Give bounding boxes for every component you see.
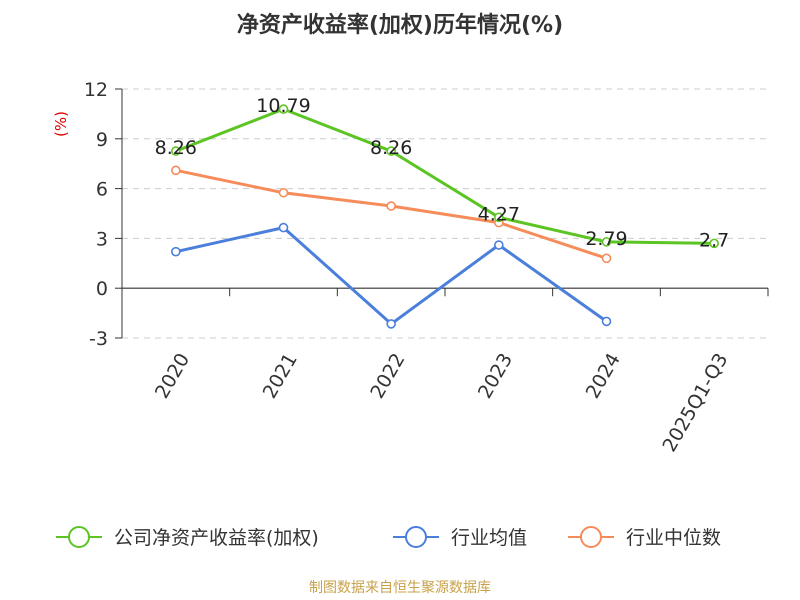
data-point-0[interactable]	[386, 146, 396, 156]
data-point-0[interactable]	[278, 104, 289, 114]
data-label: 8.26	[370, 137, 412, 159]
data-source-footer: 制图数据来自恒生聚源数据库	[309, 580, 491, 596]
data-point-2[interactable]	[386, 201, 396, 211]
data-point-2[interactable]	[278, 187, 289, 198]
legend[interactable]: 公司净资产收益率(加权) 行业均值 行业中位数	[56, 526, 721, 549]
series-line-2	[175, 168, 607, 260]
legend-swatch-marker	[68, 526, 90, 548]
data-point-2[interactable]	[171, 165, 181, 176]
data-point-1[interactable]	[386, 319, 396, 329]
data-point-1[interactable]	[601, 316, 612, 327]
y-tick-label: 3	[96, 228, 108, 250]
x-tick-label: 2020	[151, 350, 194, 403]
series-line-1	[175, 226, 608, 326]
legend-item-1[interactable]: 行业均值	[393, 526, 527, 549]
legend-label: 行业中位数	[626, 527, 721, 549]
data-label: 8.26	[155, 137, 197, 159]
data-point-0[interactable]	[709, 238, 719, 249]
legend-item-0[interactable]: 公司净资产收益率(加权)	[56, 526, 319, 549]
data-point-2[interactable]	[601, 253, 612, 264]
legend-swatch-marker	[405, 526, 427, 548]
series-lines	[171, 104, 719, 329]
data-label: 2.7	[699, 229, 729, 251]
x-tick-label: 2022	[366, 350, 409, 403]
legend-label: 公司净资产收益率(加权)	[114, 527, 319, 549]
y-tick-label: 6	[96, 179, 108, 201]
y-tick-label: 0	[96, 278, 108, 300]
data-label: 4.27	[478, 203, 520, 225]
x-tick-label: 2024	[582, 350, 625, 403]
y-tick-label: 12	[84, 79, 108, 101]
data-point-0[interactable]	[601, 237, 612, 247]
data-labels: 8.26 10.79 8.26 4.27 2.79 2.7	[155, 95, 730, 251]
y-axis-unit-label: (%)	[52, 111, 70, 137]
data-point-0[interactable]	[171, 146, 181, 156]
legend-item-2[interactable]: 行业中位数	[568, 526, 721, 549]
x-tick-label: 2025Q1-Q3	[658, 350, 732, 456]
data-label: 2.79	[585, 228, 627, 250]
data-point-1[interactable]	[171, 246, 181, 257]
x-tick-label: 2023	[474, 350, 517, 403]
data-point-1[interactable]	[494, 240, 504, 250]
legend-label: 行业均值	[451, 527, 527, 549]
data-label: 10.79	[256, 95, 310, 117]
x-tick-label: 2021	[259, 350, 302, 403]
legend-swatch-marker	[580, 526, 602, 548]
y-tick-label: 9	[96, 129, 108, 151]
series-line-0	[175, 107, 715, 245]
chart-title: 净资产收益率(加权)历年情况(%)	[237, 12, 563, 38]
data-point-0[interactable]	[494, 212, 504, 223]
y-tick-label: -3	[89, 328, 108, 350]
axes: 12 9 6 3 0 -3 2020 2021 2022 2023 2024 2025Q1-Q3	[84, 79, 769, 456]
gridlines	[122, 88, 768, 339]
data-point-1[interactable]	[278, 222, 289, 233]
